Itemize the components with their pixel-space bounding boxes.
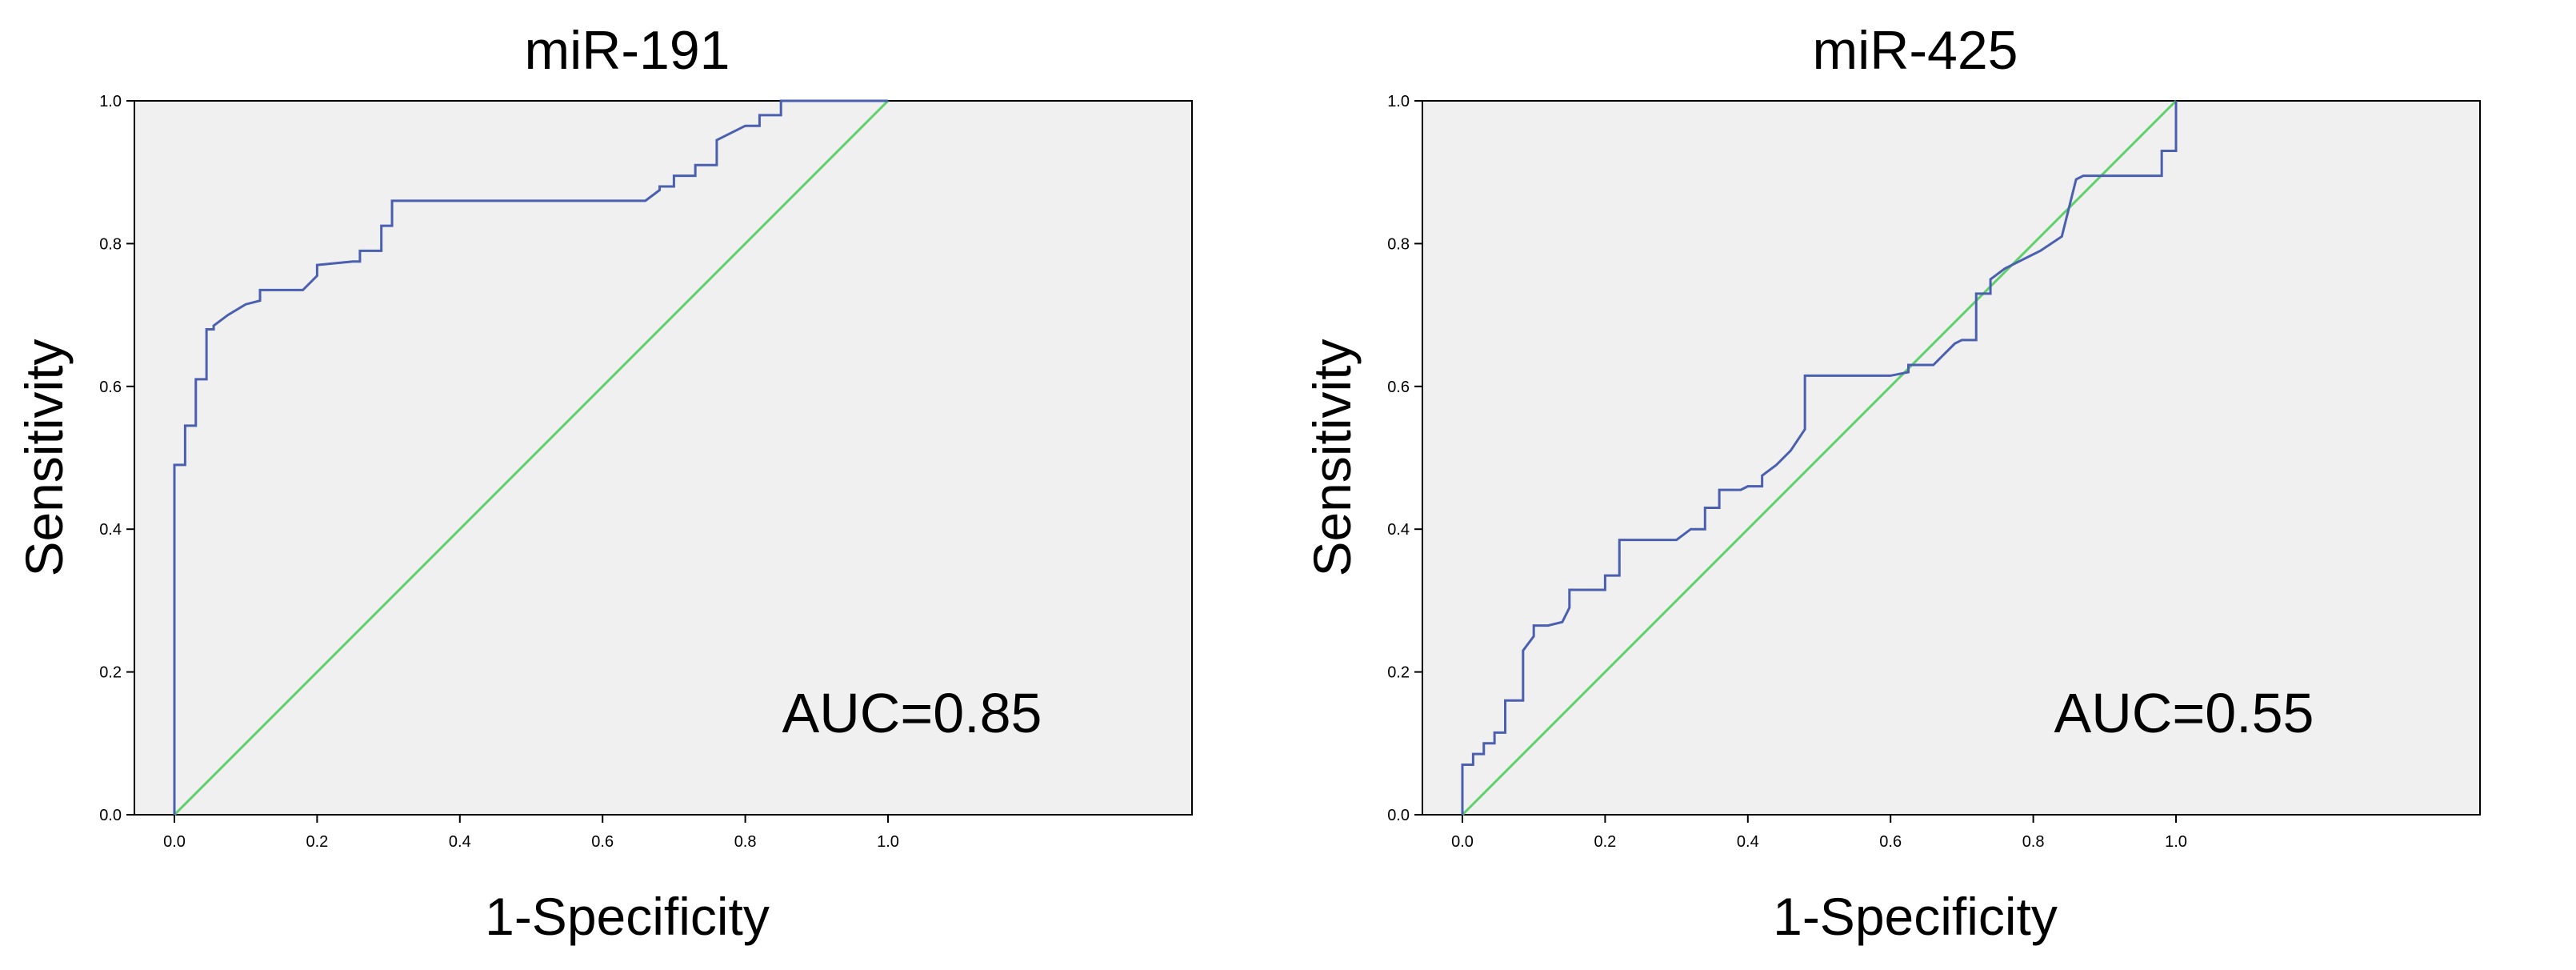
- roc-curve: [173, 99, 888, 815]
- y-tick-label: 1.0: [99, 93, 122, 110]
- x-tick-label: 0.4: [1737, 833, 1759, 851]
- auc-annotation: AUC=0.85: [782, 682, 1042, 744]
- x-tick-label: 0.8: [734, 833, 757, 851]
- x-tick-label: 0.6: [1879, 833, 1902, 851]
- y-axis-label: Sensitivity: [14, 339, 74, 576]
- x-tick-label: 0.4: [449, 833, 471, 851]
- y-tick-label: 1.0: [1387, 93, 1410, 110]
- x-tick-label: 1.0: [2165, 833, 2187, 851]
- chart-title: miR-191: [525, 20, 730, 81]
- y-tick-label: 0.0: [1387, 807, 1410, 824]
- reference-line: [173, 99, 890, 816]
- y-tick-label: 0.8: [1387, 235, 1410, 253]
- y-tick-label: 0.4: [1387, 521, 1410, 539]
- y-tick-label: 0.8: [99, 235, 122, 253]
- x-tick-label: 0.6: [591, 833, 614, 851]
- x-tick-label: 1.0: [877, 833, 899, 851]
- series-group: [173, 99, 890, 816]
- plot-area: [1422, 100, 2481, 816]
- roc-chart-mir-191: miR-191 0.0 0.2 0.4 0.6 0.8 1.0 0.0 0.2 0.4 0.6 0.…: [14, 20, 1193, 946]
- roc-curve: [1461, 101, 2178, 815]
- y-axis-label: Sensitivity: [1302, 339, 1362, 576]
- y-tick-label: 0.0: [99, 807, 122, 824]
- x-tick-label: 0.0: [1451, 833, 1474, 851]
- y-tick-label: 0.2: [1387, 664, 1410, 682]
- x-tick-label: 0.2: [1594, 833, 1616, 851]
- auc-annotation: AUC=0.55: [2054, 682, 2314, 744]
- y-tick-label: 0.2: [99, 664, 122, 682]
- plot-area: [134, 100, 1193, 816]
- chart-title: miR-425: [1813, 20, 2018, 81]
- roc-chart-svg: miR-191 0.0 0.2 0.4 0.6 0.8 1.00.00.20.40.60.…: [14, 20, 1193, 946]
- y-tick-label: 0.6: [99, 379, 122, 396]
- y-tick-label: 0.6: [1387, 379, 1410, 396]
- roc-chart-mir-425: miR-425 0.0 0.2 0.4 0.6 0.8 1.0 0.0 0.2 0.4 0.6 0.…: [1288, 0, 2576, 970]
- x-axis-label: 1-Specificity: [1773, 887, 2058, 946]
- roc-chart-svg: miR-425 0.0 0.2 0.4 0.6 0.8 1.00.00.20.40.60.…: [1302, 20, 2481, 946]
- reference-line: [1461, 99, 2178, 816]
- x-axis-label: 1-Specificity: [485, 887, 770, 946]
- tick-group: 0.0 0.2 0.4 0.6 0.8 1.0 0.0 0.2 0.4 0.6 0.8 1.0: [1387, 93, 2187, 851]
- x-tick-label: 0.2: [306, 833, 328, 851]
- tick-group: 0.0 0.2 0.4 0.6 0.8 1.0 0.0 0.2 0.4 0.6 0.8 1.0: [99, 93, 899, 851]
- x-tick-label: 0.0: [163, 833, 186, 851]
- y-tick-label: 0.4: [99, 521, 122, 539]
- series-group: [1461, 99, 2178, 816]
- x-tick-label: 0.8: [2022, 833, 2045, 851]
